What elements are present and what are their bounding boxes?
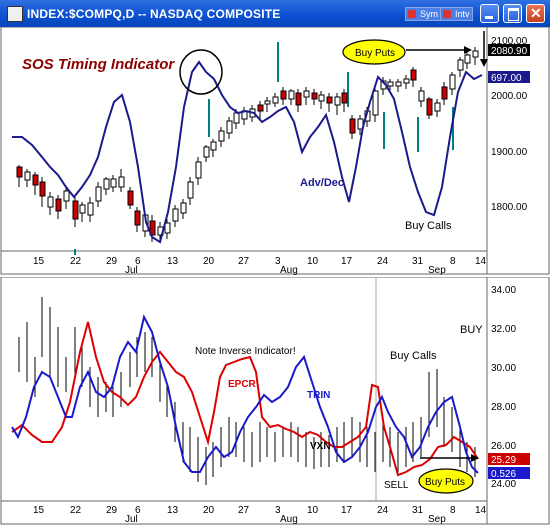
x-tick-label: 3 xyxy=(275,505,281,516)
buy-puts-label: Buy Puts xyxy=(425,477,465,488)
month-label: Sep xyxy=(428,514,446,525)
price-y-axis: 2100.00 2000.00 1900.00 1800.00 xyxy=(491,36,528,213)
price-tick-label: 1800.00 xyxy=(491,202,528,213)
sell-label: SELL xyxy=(384,480,409,491)
annotation-circle xyxy=(179,49,223,95)
y-tick-label: 26.00 xyxy=(491,441,516,452)
x-tick-label: 6 xyxy=(135,256,141,267)
buy-puts-label: Buy Puts xyxy=(355,48,395,59)
x-tick-label: 22 xyxy=(70,256,82,267)
value-blue-box xyxy=(488,467,530,479)
maximize-icon xyxy=(508,8,519,21)
x-tick-label: 27 xyxy=(238,505,250,516)
note-label: Note Inverse Indicator! xyxy=(195,346,296,357)
x-tick-label: 14 xyxy=(475,256,487,267)
y-tick-label: 30.00 xyxy=(491,363,516,374)
x-tick-label: 31 xyxy=(412,505,424,516)
x-tick-label: 17 xyxy=(341,505,353,516)
x-tick-label: 24 xyxy=(377,505,389,516)
x-tick-label: 8 xyxy=(450,505,456,516)
x-tick-label: 29 xyxy=(106,256,118,267)
x-tick-label: 14 xyxy=(475,505,487,516)
intv-toggle[interactable]: Intv xyxy=(440,7,473,21)
x-tick-label: 3 xyxy=(275,256,281,267)
x-tick-label: 29 xyxy=(106,505,118,516)
epcr-line xyxy=(11,321,479,477)
buy-puts-badge xyxy=(418,468,474,494)
adv-dec-label: Adv/Dec xyxy=(300,177,344,189)
price-chart[interactable]: SOS Timing Indicator Adv/Dec Buy Calls B… xyxy=(0,27,550,275)
epcr-label: EPCR xyxy=(228,379,257,390)
x-tick-label: 8 xyxy=(450,256,456,267)
x-tick-label: 10 xyxy=(307,505,319,516)
price-last-value: 2080.90 xyxy=(491,46,528,57)
x-tick-label: 27 xyxy=(238,256,250,267)
y-tick-label: 34.00 xyxy=(491,285,516,296)
sentiment-x-axis: 15 22 29 6 13 20 27 3 10 17 24 31 8 14 J… xyxy=(33,505,487,525)
x-tick-label: 6 xyxy=(135,505,141,516)
price-tick-label: 2100.00 xyxy=(491,36,528,47)
intv-label: Intv xyxy=(455,9,470,19)
maximize-button[interactable] xyxy=(503,4,522,23)
y-tick-label: 24.00 xyxy=(491,479,516,490)
price-tick-label: 2000.00 xyxy=(491,91,528,102)
value-blue: 0.526 xyxy=(491,469,516,480)
sentiment-pane: Note Inverse Indicator! EPCR TRIN VXN BU… xyxy=(0,277,550,525)
sentiment-y-axis: 34.00 32.00 30.00 28.00 26.00 24.00 xyxy=(491,285,516,490)
x-tick-label: 31 xyxy=(412,256,424,267)
trin-line xyxy=(11,314,479,474)
signal-ticks xyxy=(74,42,454,255)
window-title: INDEX:$COMPQ,D -- NASDAQ COMPOSITE xyxy=(27,7,281,21)
month-label: Sep xyxy=(428,265,446,275)
buy-label: BUY xyxy=(460,324,483,336)
x-tick-label: 20 xyxy=(203,256,215,267)
close-icon: ✕ xyxy=(530,5,542,21)
y-tick-label: 32.00 xyxy=(491,324,516,335)
x-tick-label: 15 xyxy=(33,505,45,516)
minimize-button[interactable] xyxy=(480,4,499,23)
app-icon xyxy=(7,6,23,22)
close-button[interactable]: ✕ xyxy=(526,4,545,23)
sentiment-chart[interactable]: Note Inverse Indicator! EPCR TRIN VXN BU… xyxy=(0,277,550,525)
buy-calls-label: Buy Calls xyxy=(390,350,437,362)
x-tick-label: 13 xyxy=(167,505,179,516)
vxn-label: VXN xyxy=(310,441,331,452)
adv-dec-line xyxy=(12,60,483,244)
buy-puts-badge xyxy=(342,39,406,65)
x-tick-label: 22 xyxy=(70,505,82,516)
x-tick-label: 15 xyxy=(33,256,45,267)
buy-puts-arrow xyxy=(420,454,479,462)
sym-checkbox-icon xyxy=(408,10,416,18)
intv-checkbox-icon xyxy=(443,10,451,18)
price-tick-label: 1900.00 xyxy=(491,147,528,158)
x-tick-label: 24 xyxy=(377,256,389,267)
x-tick-label: 10 xyxy=(307,256,319,267)
month-label: Jul xyxy=(125,265,138,275)
sym-toggle[interactable]: Sym xyxy=(405,7,441,21)
buy-calls-label: Buy Calls xyxy=(405,220,452,232)
minimize-icon xyxy=(485,16,493,19)
window-titlebar[interactable]: INDEX:$COMPQ,D -- NASDAQ COMPOSITE Sym I… xyxy=(0,0,550,27)
x-tick-label: 17 xyxy=(341,256,353,267)
value-red: 25.29 xyxy=(491,455,516,466)
sym-label: Sym xyxy=(420,9,438,19)
x-tick-label: 20 xyxy=(203,505,215,516)
month-label: Jul xyxy=(125,514,138,525)
adv-dec-value: 697.00 xyxy=(491,73,522,84)
value-red-box xyxy=(488,453,530,465)
trin-label: TRIN xyxy=(307,390,330,401)
buy-puts-arrow xyxy=(406,31,488,67)
indicator-title: SOS Timing Indicator xyxy=(22,56,175,73)
price-last-box xyxy=(488,44,530,56)
y-tick-label: 28.00 xyxy=(491,402,516,413)
month-label: Aug xyxy=(280,514,298,525)
adv-dec-value-box xyxy=(488,71,530,83)
x-tick-label: 13 xyxy=(167,256,179,267)
price-x-axis: 15 22 29 6 13 20 27 3 10 17 24 31 8 14 J… xyxy=(33,256,487,275)
price-pane: SOS Timing Indicator Adv/Dec Buy Calls B… xyxy=(0,27,550,275)
month-label: Aug xyxy=(280,265,298,275)
price-candles xyxy=(16,47,479,242)
